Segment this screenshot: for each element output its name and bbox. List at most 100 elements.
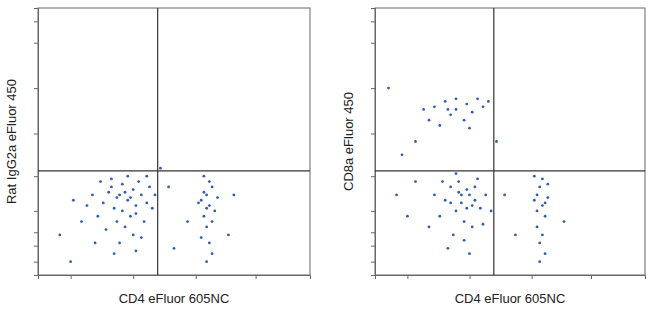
- event-dot: [96, 215, 99, 218]
- event-dot: [205, 260, 208, 263]
- event-dot: [118, 242, 121, 245]
- event-dot: [124, 226, 127, 229]
- event-dot: [463, 220, 466, 223]
- event-dot: [126, 175, 129, 178]
- event-dot: [460, 202, 463, 205]
- plot-frame: [375, 8, 645, 275]
- event-dot: [479, 207, 482, 210]
- y-tick: [34, 262, 38, 263]
- y-tick-mark: [34, 133, 38, 134]
- event-dot: [457, 180, 460, 183]
- event-dot: [145, 175, 148, 178]
- event-dot: [438, 124, 441, 127]
- event-dot: [447, 247, 450, 250]
- event-dot: [422, 108, 425, 111]
- y-tick: [371, 43, 375, 44]
- event-dot: [126, 199, 129, 202]
- y-tick-mark: [371, 88, 375, 89]
- event-dot: [536, 194, 539, 197]
- event-dot: [541, 204, 544, 207]
- event-dot: [387, 87, 390, 90]
- event-dot: [482, 105, 485, 108]
- event-dot: [401, 153, 404, 156]
- event-dot: [205, 226, 208, 229]
- event-dot: [143, 220, 146, 223]
- x-axis: [376, 275, 646, 279]
- event-dot: [80, 220, 83, 223]
- event-dot: [132, 188, 135, 191]
- quadrant-line-x: [157, 8, 158, 275]
- event-dot: [490, 210, 493, 213]
- event-dot: [91, 194, 94, 197]
- event-dot: [482, 223, 485, 226]
- event-dot: [148, 185, 151, 188]
- quadrant-line-x: [493, 8, 494, 275]
- event-dot: [447, 108, 450, 111]
- y-tick-mark: [34, 232, 38, 233]
- event-dot: [205, 207, 208, 210]
- y-tick: [34, 176, 38, 177]
- event-dot: [211, 185, 214, 188]
- x-tick-mark: [256, 275, 257, 279]
- event-dot: [102, 202, 105, 205]
- event-dot: [471, 204, 474, 207]
- y-tick-mark: [371, 262, 375, 263]
- event-dot: [94, 242, 97, 245]
- figure: CD4 eFluor 605NCRat IgG2a eFluor 450CD4 …: [0, 0, 650, 316]
- x-axis-title: CD4 eFluor 605NC: [119, 291, 230, 306]
- y-tick: [371, 232, 375, 233]
- y-tick-mark: [34, 262, 38, 263]
- event-dot: [135, 250, 138, 253]
- points: [58, 167, 235, 263]
- event-dot: [107, 191, 110, 194]
- x-axis-title: CD4 eFluor 605NC: [455, 291, 566, 306]
- event-dot: [546, 183, 549, 186]
- event-dot: [536, 226, 539, 229]
- event-dot: [541, 234, 544, 237]
- event-dot: [118, 194, 121, 197]
- event-dot: [503, 194, 506, 197]
- event-dot: [433, 105, 436, 108]
- event-dot: [414, 140, 417, 143]
- event-dot: [474, 199, 477, 202]
- y-tick-mark: [371, 246, 375, 247]
- event-dot: [151, 207, 154, 210]
- y-axis-line: [371, 9, 376, 276]
- event-dot: [72, 199, 75, 202]
- event-dot: [514, 234, 517, 237]
- event-dot: [455, 210, 458, 213]
- y-tick-mark: [371, 211, 375, 212]
- event-dot: [58, 234, 61, 237]
- event-dot: [145, 202, 148, 205]
- event-dot: [121, 210, 124, 213]
- x-tick: [532, 275, 533, 279]
- event-dot: [452, 234, 455, 237]
- event-dot: [124, 191, 127, 194]
- event-dot: [544, 215, 547, 218]
- event-dot: [544, 202, 547, 205]
- event-dot: [167, 185, 170, 188]
- event-dot: [463, 119, 466, 122]
- y-tick: [34, 246, 38, 247]
- event-dot: [471, 226, 474, 229]
- event-dot: [414, 180, 417, 183]
- event-dot: [487, 100, 490, 103]
- y-tick-mark: [34, 211, 38, 212]
- event-dot: [200, 236, 203, 239]
- event-dot: [468, 194, 471, 197]
- y-tick-mark: [34, 176, 38, 177]
- y-axis: [34, 9, 39, 276]
- event-dot: [121, 183, 124, 186]
- y-tick-mark: [34, 21, 38, 22]
- event-dot: [203, 191, 206, 194]
- points: [387, 87, 565, 263]
- y-tick: [371, 21, 375, 22]
- event-dot: [129, 196, 132, 199]
- x-tick: [71, 275, 72, 279]
- event-dot: [135, 212, 138, 215]
- event-dot: [135, 204, 138, 207]
- y-tick: [34, 133, 38, 134]
- event-dot: [406, 215, 409, 218]
- event-dot: [105, 228, 108, 231]
- event-dot: [132, 234, 135, 237]
